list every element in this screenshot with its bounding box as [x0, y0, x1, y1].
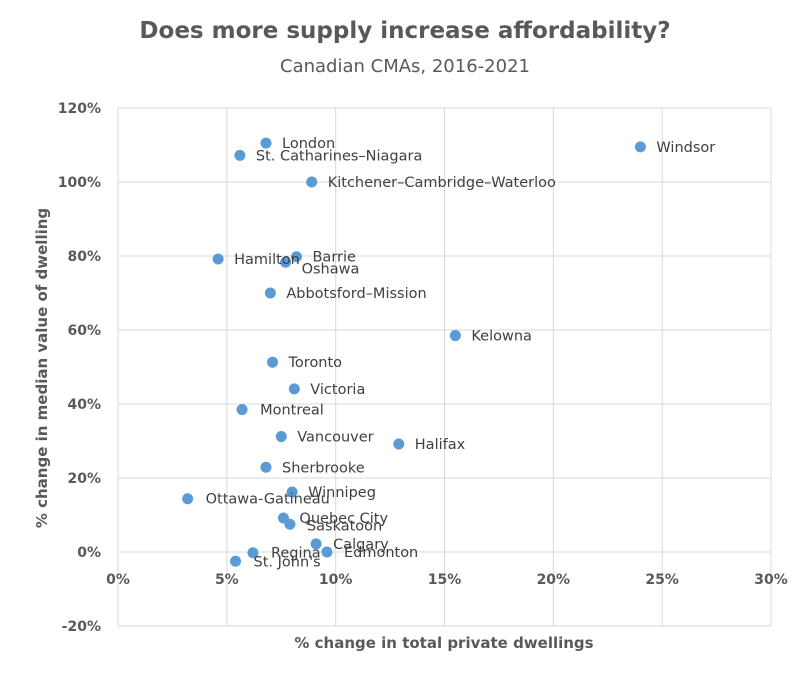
data-point: [275, 431, 287, 443]
data-point: [286, 486, 298, 498]
data-label: Regina: [271, 546, 321, 562]
y-axis-title: % change in median value of dwelling: [33, 208, 51, 528]
x-tick-label: 20%: [537, 572, 571, 588]
y-tick-label: 100%: [58, 175, 101, 191]
tick-labels: -20% 0% 20% 40% 60% 80% 100% 120% 0% 5% 10% 15% 20% 2…: [58, 101, 788, 635]
data-point: [280, 256, 292, 268]
data-point: [234, 149, 246, 161]
data-label: St. Catharines–Niagara: [256, 148, 422, 164]
data-points: [182, 137, 646, 567]
data-label: Victoria: [310, 382, 365, 398]
data-label: Winnipeg: [308, 485, 376, 501]
data-point: [393, 438, 405, 450]
x-axis-title: % change in total private dwellings: [294, 634, 593, 652]
data-label: St. John's: [254, 554, 321, 570]
data-label: Quebec City: [299, 511, 388, 527]
data-point: [310, 538, 322, 550]
y-tick-label: 120%: [58, 101, 101, 117]
data-point: [260, 461, 272, 473]
data-point: [321, 546, 333, 558]
data-label: Toronto: [288, 355, 343, 371]
data-label: Montreal: [260, 403, 324, 419]
data-point: [212, 253, 224, 265]
data-point: [247, 547, 259, 559]
chart-subtitle: Canadian CMAs, 2016-2021: [280, 56, 530, 77]
data-point: [634, 141, 646, 153]
x-tick-label: 30%: [754, 572, 788, 588]
data-label: Sherbrooke: [282, 460, 365, 476]
data-point: [267, 356, 279, 368]
data-label: Saskatoon: [307, 518, 382, 534]
data-label: Halifax: [415, 437, 466, 453]
data-point: [290, 251, 302, 263]
data-label: Barrie: [312, 250, 356, 266]
data-point: [230, 555, 242, 567]
data-label: Abbotsford–Mission: [286, 286, 426, 302]
x-tick-label: 15%: [428, 572, 462, 588]
y-tick-label: 20%: [67, 471, 101, 487]
data-label: Kelowna: [471, 329, 532, 345]
y-tick-label: 80%: [67, 249, 101, 265]
data-point: [182, 493, 194, 505]
data-label: Kitchener–Cambridge–Waterloo: [328, 175, 556, 191]
data-point: [306, 176, 318, 188]
data-point: [284, 518, 296, 530]
data-label: London: [282, 136, 335, 152]
data-point: [260, 137, 272, 149]
y-tick-label: -20%: [62, 619, 101, 635]
y-tick-label: 40%: [67, 397, 101, 413]
data-label: Hamilton: [234, 252, 300, 268]
data-label: Oshawa: [302, 261, 360, 277]
chart-title: Does more supply increase affordability?: [139, 18, 671, 44]
x-tick-label: 10%: [319, 572, 353, 588]
data-label: Edmonton: [344, 545, 418, 561]
x-tick-label: 25%: [645, 572, 679, 588]
y-tick-label: 0%: [77, 545, 101, 561]
data-point: [449, 330, 461, 342]
data-point: [264, 287, 276, 299]
data-point: [236, 404, 248, 416]
data-label: Ottawa-Gatineau: [206, 492, 330, 508]
gridlines: [117, 107, 772, 627]
data-point: [288, 383, 300, 395]
data-label: Calgary: [333, 537, 389, 553]
data-label: Vancouver: [297, 430, 373, 446]
y-tick-label: 60%: [67, 323, 101, 339]
x-tick-label: 5%: [215, 572, 239, 588]
data-label: Windsor: [656, 140, 715, 156]
x-tick-label: 0%: [106, 572, 130, 588]
